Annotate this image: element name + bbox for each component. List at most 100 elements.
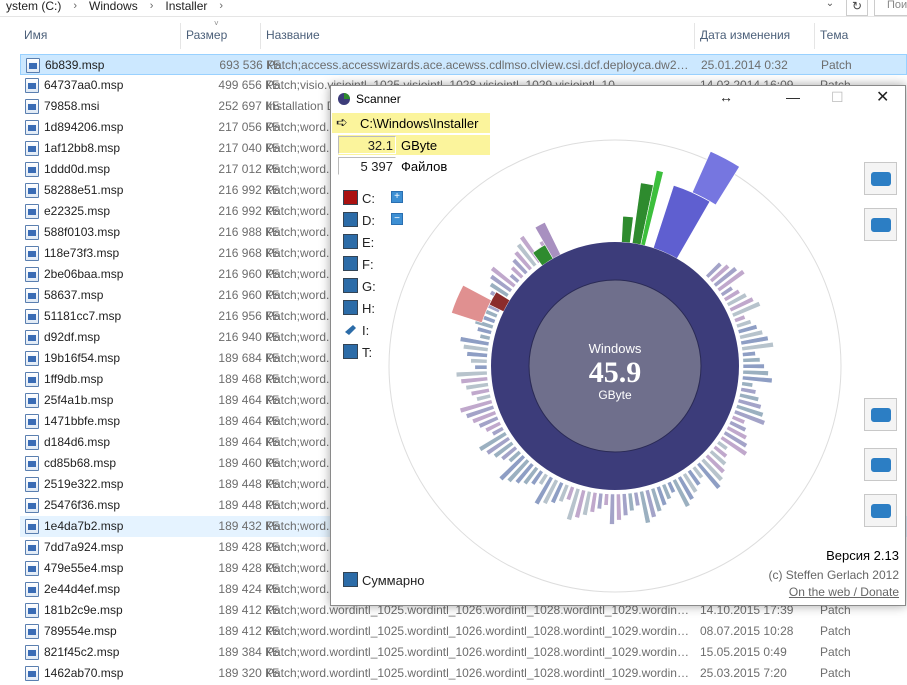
- outer-segment[interactable]: [550, 481, 565, 505]
- table-row[interactable]: 6b839.msp 693 536 КБ Patch;access.accesswi…: [20, 54, 907, 75]
- outer-segment[interactable]: [700, 457, 724, 482]
- table-row[interactable]: e22325.msp 216 992 КБ Patch;word.: [20, 201, 907, 222]
- outer-segment[interactable]: [475, 393, 492, 402]
- table-row[interactable]: 7dd7a924.msp 189 428 КБ Patch;word.: [20, 537, 907, 558]
- breadcrumb-drive[interactable]: ystem (C:): [6, 0, 62, 13]
- outer-segment[interactable]: [719, 435, 748, 457]
- current-path-row[interactable]: ➪ C:\Windows\Installer: [332, 113, 490, 133]
- outer-segment[interactable]: [460, 376, 489, 385]
- column-divider[interactable]: [260, 23, 261, 49]
- outer-segment[interactable]: [740, 335, 769, 346]
- table-row[interactable]: 25f4a1b.msp 189 464 КБ Patch;word.: [20, 390, 907, 411]
- outer-segment[interactable]: [498, 454, 526, 482]
- outer-segment[interactable]: [466, 351, 488, 358]
- recycle-bin-button[interactable]: [864, 208, 897, 241]
- column-divider[interactable]: [814, 23, 815, 49]
- outer-segment[interactable]: [741, 381, 754, 388]
- outer-segment[interactable]: [733, 409, 766, 426]
- outer-segment[interactable]: [686, 468, 702, 487]
- column-date[interactable]: Дата изменения: [700, 28, 791, 42]
- outer-segment[interactable]: [737, 324, 758, 335]
- outer-segment[interactable]: [479, 333, 491, 341]
- search-input[interactable]: Пои: [874, 0, 907, 16]
- outer-segment[interactable]: [530, 469, 544, 486]
- drive-t[interactable]: T:: [343, 344, 423, 360]
- drive-i[interactable]: I:: [343, 322, 423, 338]
- outer-segment[interactable]: [671, 478, 691, 508]
- outer-segment[interactable]: [723, 288, 741, 303]
- breadcrumb-windows[interactable]: Windows: [89, 0, 138, 13]
- outer-segment[interactable]: [491, 426, 505, 437]
- table-row[interactable]: 1af12bb8.msp 217 040 КБ Patch;word.: [20, 138, 907, 159]
- column-name[interactable]: Имя: [24, 28, 48, 42]
- outer-segment[interactable]: [488, 281, 510, 298]
- outer-segment[interactable]: [742, 357, 761, 363]
- outer-segment[interactable]: [508, 272, 521, 284]
- outer-segment[interactable]: [558, 483, 570, 503]
- outer-segment[interactable]: [661, 483, 672, 501]
- back-button[interactable]: [864, 448, 897, 481]
- outer-segment[interactable]: [566, 487, 581, 521]
- outer-segment[interactable]: [484, 420, 502, 433]
- column-title[interactable]: Название: [266, 28, 320, 42]
- table-row[interactable]: 789554e.msp 189 412 КБ Patch;word.wordintl…: [20, 621, 907, 642]
- table-row[interactable]: 1462ab70.msp 189 320 КБ Patch;word.wordint…: [20, 663, 907, 684]
- outer-segment[interactable]: [485, 436, 511, 456]
- drive-d[interactable]: D: −: [343, 212, 423, 228]
- table-row[interactable]: 118e73f3.msp 216 968 КБ Patch;word.: [20, 243, 907, 264]
- outer-segment[interactable]: [740, 387, 757, 395]
- outer-segment[interactable]: [731, 300, 762, 318]
- outer-segment[interactable]: [489, 273, 513, 293]
- outer-segment[interactable]: [471, 410, 497, 425]
- outer-segment[interactable]: [455, 370, 488, 378]
- column-size[interactable]: Размер: [186, 28, 228, 42]
- zoom-in-button[interactable]: [864, 162, 897, 195]
- table-row[interactable]: 1ddd0d.msp 217 012 КБ Patch;word.: [20, 159, 907, 180]
- chevron-down-icon[interactable]: ⌄: [825, 0, 835, 9]
- outer-segment[interactable]: [581, 490, 592, 516]
- web-donate-link[interactable]: On the web / Donate: [788, 585, 899, 599]
- outer-segment[interactable]: [741, 375, 773, 384]
- outer-segment[interactable]: [677, 475, 695, 501]
- drive-g[interactable]: G:: [343, 278, 423, 294]
- outer-segment[interactable]: [726, 292, 748, 308]
- outer-segment[interactable]: [509, 265, 525, 280]
- outer-segment[interactable]: [639, 490, 651, 524]
- outer-segment[interactable]: [725, 425, 748, 441]
- table-row[interactable]: 2e44d4ef.msp 189 424 КБ Patch;word.: [20, 579, 907, 600]
- outer-segment[interactable]: [738, 392, 760, 403]
- breadcrumb-installer[interactable]: Installer: [165, 0, 208, 13]
- outer-segment[interactable]: [470, 358, 488, 364]
- table-row[interactable]: 51181cc7.msp 216 956 КБ Patch;word.: [20, 306, 907, 327]
- outer-segment[interactable]: [712, 266, 738, 288]
- sunburst-chart[interactable]: Windows 45.9 GByte: [377, 126, 857, 606]
- outer-segment[interactable]: [596, 492, 604, 510]
- outer-segment[interactable]: [470, 387, 491, 397]
- collapse-minus-icon[interactable]: −: [391, 213, 403, 225]
- outer-segment[interactable]: [655, 485, 668, 507]
- table-row[interactable]: 181b2c9e.msp 189 412 КБ Patch;word.wordint…: [20, 600, 907, 621]
- outer-segment[interactable]: [722, 430, 749, 449]
- outer-segment[interactable]: [476, 326, 493, 335]
- outer-segment[interactable]: [650, 487, 663, 513]
- table-row[interactable]: 79858.msi 252 697 КБ Installation D: [20, 96, 907, 117]
- outer-segment[interactable]: [459, 336, 490, 347]
- close-icon[interactable]: ✕: [876, 89, 890, 106]
- table-row[interactable]: 2be06baa.msp 216 960 КБ Patch;word.: [20, 264, 907, 285]
- outer-segment[interactable]: [609, 493, 615, 525]
- table-row[interactable]: 479e55e4.msp 189 428 КБ Patch;word.: [20, 558, 907, 579]
- drive-e[interactable]: E:: [343, 234, 423, 250]
- outer-segment[interactable]: [533, 475, 554, 506]
- outer-segment[interactable]: [490, 265, 517, 289]
- outer-segment[interactable]: [465, 404, 495, 419]
- refresh-icon[interactable]: ↻: [846, 0, 868, 16]
- table-row[interactable]: 1471bbfe.msp 189 464 КБ Patch;word.: [20, 411, 907, 432]
- title-bar[interactable]: Scanner ↔ — ☐ ✕: [331, 86, 905, 113]
- table-row[interactable]: d92df.msp 216 940 КБ Patch;word.: [20, 327, 907, 348]
- center-disk[interactable]: [528, 279, 702, 453]
- outer-segment[interactable]: [507, 449, 522, 464]
- expand-plus-icon[interactable]: +: [391, 191, 403, 203]
- outer-segment[interactable]: [500, 445, 518, 462]
- sunburst-segments[interactable]: [451, 150, 775, 525]
- outer-segment[interactable]: [465, 382, 489, 391]
